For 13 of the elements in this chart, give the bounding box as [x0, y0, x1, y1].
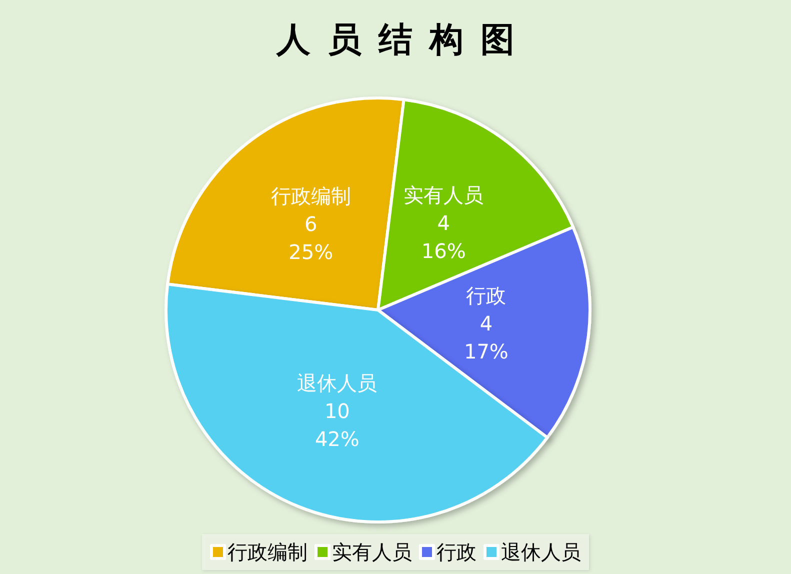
legend-label: 实有人员	[332, 540, 412, 564]
data-label: 4 17%	[464, 311, 508, 364]
chart-title: 人员结构图	[275, 19, 532, 62]
slice-label: 行政	[466, 283, 506, 308]
slice-label: 实有人员	[404, 182, 484, 207]
data-label: 10 42%	[314, 399, 360, 452]
data-label: 6 25%	[288, 212, 334, 264]
slice-label: 行政编制	[270, 184, 351, 208]
data-label: 4 16%	[421, 210, 466, 263]
legend-label: 行政编制	[228, 540, 308, 564]
slice-label: 退休人员	[297, 371, 378, 396]
legend-label: 行政	[436, 540, 476, 564]
legend-label: 退休人员	[501, 540, 581, 564]
